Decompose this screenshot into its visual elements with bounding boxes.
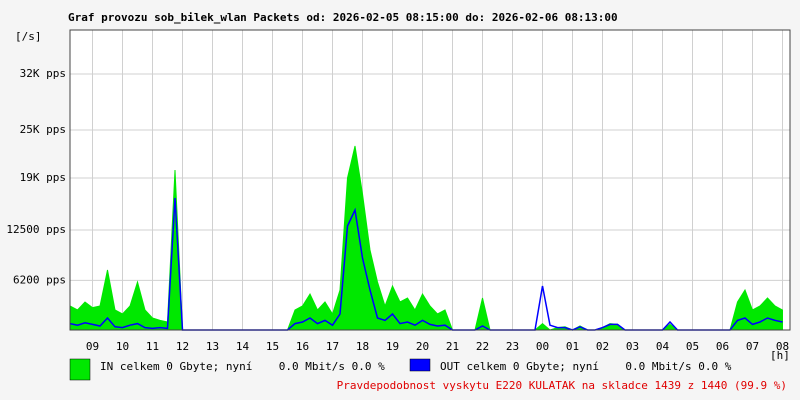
plot-border <box>69 29 791 331</box>
x-tick-label: 21 <box>446 340 459 353</box>
legend-label: IN celkem 0 Gbyte; nyní 0.0 Mbit/s 0.0 % <box>100 360 385 373</box>
x-tick-label: 20 <box>416 340 429 353</box>
x-tick-label: 00 <box>536 340 549 353</box>
x-tick-label: 17 <box>326 340 339 353</box>
x-tick-label: 07 <box>746 340 759 353</box>
x-tick-label: 02 <box>596 340 609 353</box>
x-tick-label: 11 <box>146 340 159 353</box>
x-tick-label: 15 <box>266 340 279 353</box>
y-tick-label: 25K pps <box>20 123 66 136</box>
x-tick-label: 03 <box>626 340 639 353</box>
x-tick-label: 05 <box>686 340 699 353</box>
x-tick-label: 09 <box>86 340 99 353</box>
x-tick-label: 18 <box>356 340 369 353</box>
x-tick-label: 08 <box>776 340 789 353</box>
legend-swatch <box>69 358 91 381</box>
chart-title: Graf provozu sob_bilek_wlan Packets od: … <box>68 11 618 24</box>
x-tick-label: 12 <box>176 340 189 353</box>
legend-label: OUT celkem 0 Gbyte; nyní 0.0 Mbit/s 0.0 … <box>440 360 732 373</box>
x-tick-label: 14 <box>236 340 250 353</box>
y-tick-label: 6200 pps <box>13 273 66 286</box>
x-tick-label: 13 <box>206 340 219 353</box>
x-tick-label: 06 <box>716 340 729 353</box>
y-tick-label: 19K pps <box>20 171 66 184</box>
legend-swatch <box>409 358 431 372</box>
x-tick-label: 16 <box>296 340 309 353</box>
x-axis-label: [h] <box>770 349 790 362</box>
x-tick-label: 04 <box>656 340 670 353</box>
footer-note: Pravdepodobnost vyskytu E220 KULATAK na … <box>337 379 787 392</box>
y-tick-label: 32K pps <box>20 67 66 80</box>
x-tick-label: 19 <box>386 340 399 353</box>
y-tick-label: 12500 pps <box>6 223 66 236</box>
x-tick-label: 01 <box>566 340 579 353</box>
x-tick-label: 22 <box>476 340 489 353</box>
y-axis-label: [/s] <box>15 30 42 43</box>
x-tick-label: 23 <box>506 340 519 353</box>
x-tick-label: 10 <box>116 340 129 353</box>
